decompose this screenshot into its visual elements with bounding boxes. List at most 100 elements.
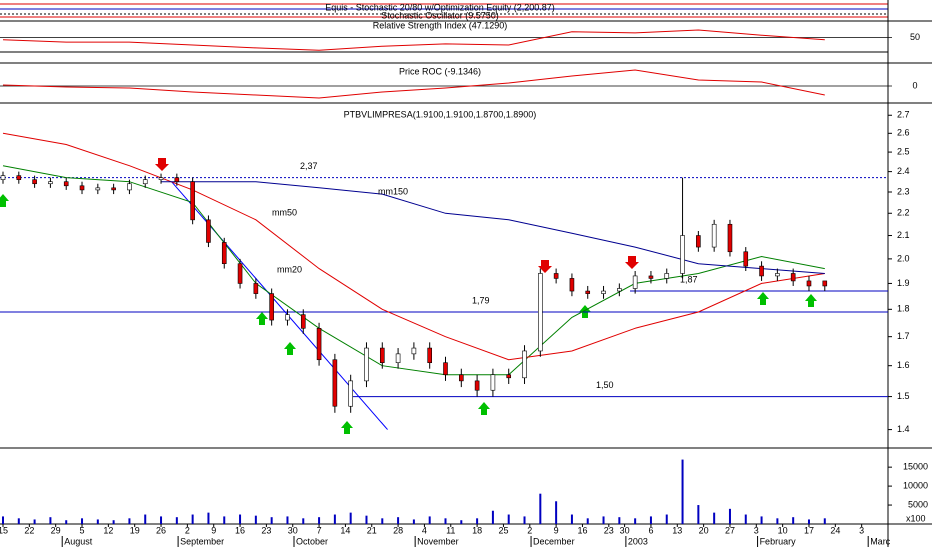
volume-bar <box>302 518 305 524</box>
x-tick-label: 23 <box>604 525 614 535</box>
x-tick-label: 27 <box>725 525 735 535</box>
y-tick-label: 1.5 <box>897 391 910 401</box>
candle-body <box>63 181 69 187</box>
volume-bar <box>318 517 321 524</box>
candle-body <box>348 380 353 407</box>
x-tick-label: 25 <box>498 525 508 535</box>
level-label: 1,79 <box>472 295 490 305</box>
month-label: 2003 <box>628 536 648 546</box>
candle-body <box>664 273 670 279</box>
moving-average <box>2 165 825 376</box>
candle-body <box>569 278 575 292</box>
volume-bar <box>570 514 573 524</box>
candle-body <box>269 293 274 321</box>
x-tick-label: 28 <box>393 525 403 535</box>
volume-bar <box>507 514 510 524</box>
volume-bar <box>460 520 463 524</box>
y-tick-label: 1.4 <box>897 424 910 434</box>
volume-bar <box>681 459 684 524</box>
x-tick-label: 6 <box>648 525 653 535</box>
y-tick-label: 2.3 <box>897 186 910 196</box>
volume-bar <box>539 493 542 524</box>
volume-bar <box>649 516 652 524</box>
volume-bar <box>491 510 494 524</box>
x-tick-label: 3 <box>859 525 864 535</box>
candle-body <box>300 314 306 329</box>
y-tick-label: 2.5 <box>897 146 910 156</box>
candle-body <box>174 177 180 182</box>
candle-body <box>206 219 211 243</box>
candle-body <box>553 273 559 279</box>
candle-body <box>506 374 512 379</box>
month-label: September <box>180 536 224 546</box>
y-tick-label: 2.2 <box>897 208 910 218</box>
candle-body <box>790 273 796 282</box>
x-tick-label: 22 <box>24 525 34 535</box>
volume-tick-label: 5000 <box>908 499 928 509</box>
candle-body <box>538 273 543 352</box>
buy-arrow <box>341 421 353 434</box>
buy-arrow <box>757 292 769 305</box>
x-tick-label: 16 <box>577 525 587 535</box>
candle-body <box>585 290 591 294</box>
candle-body <box>332 359 338 407</box>
x-tick-label: 21 <box>367 525 377 535</box>
indicator-title: Relative Strength Index (47.1290) <box>373 20 508 30</box>
candle-body <box>775 273 780 277</box>
volume-bar <box>333 514 336 524</box>
x-tick-label: 29 <box>51 525 61 535</box>
candle-body <box>0 175 6 180</box>
candle-body <box>364 347 369 382</box>
x-tick-label: 7 <box>317 525 322 535</box>
volume-bar <box>586 518 589 524</box>
candle-body <box>190 181 195 221</box>
candle-body <box>490 374 496 391</box>
volume-bar <box>760 516 763 524</box>
volume-bar <box>2 516 4 524</box>
volume-bar <box>270 517 273 524</box>
candle-body <box>127 183 132 191</box>
candle-body <box>16 175 22 180</box>
volume-bar <box>349 512 352 524</box>
candle-body <box>459 374 464 382</box>
x-tick-label: 10 <box>778 525 788 535</box>
volume-bar <box>144 514 147 524</box>
candle-body <box>427 347 432 364</box>
volume-bar <box>776 518 779 524</box>
y-tick-label: 1.6 <box>897 360 910 370</box>
volume-bar <box>128 518 131 524</box>
ma-label: mm20 <box>277 264 302 274</box>
indicator-line <box>2 29 825 51</box>
stochastic-title: Stochastic Oscillator (9.5750) <box>381 10 499 20</box>
x-tick-label: 2 <box>185 525 190 535</box>
volume-bar <box>523 516 526 524</box>
volume-bar <box>286 516 289 524</box>
x-tick-label: 18 <box>472 525 482 535</box>
candle-body <box>316 327 322 361</box>
candle-body <box>221 242 227 264</box>
volume-bar <box>81 518 84 524</box>
volume-bar <box>381 518 384 524</box>
level-label: 1,50 <box>596 380 614 390</box>
candle-body <box>648 275 654 279</box>
volume-bar <box>254 515 257 524</box>
volume-bar <box>634 518 637 524</box>
ma-label: mm50 <box>272 207 297 217</box>
sell-arrow <box>155 158 169 171</box>
x-tick-label: 19 <box>130 525 140 535</box>
signals <box>0 158 817 434</box>
volume-bar <box>96 519 99 524</box>
volume-bar <box>555 501 558 524</box>
price-title: PTBVLIMPRESA(1.9100,1.9100,1.8700,1.8900… <box>344 109 537 119</box>
candle-body <box>158 177 164 180</box>
volume-bar <box>744 514 747 524</box>
volume-bar <box>191 514 194 524</box>
sell-arrow <box>538 260 552 273</box>
candle-body <box>395 353 401 364</box>
candle-body <box>48 181 53 185</box>
volume-bar <box>33 519 36 524</box>
moving-average <box>2 132 825 361</box>
volume-bar <box>175 517 178 524</box>
volume-tick-label: 15000 <box>903 462 928 472</box>
volume-bar <box>223 516 226 524</box>
